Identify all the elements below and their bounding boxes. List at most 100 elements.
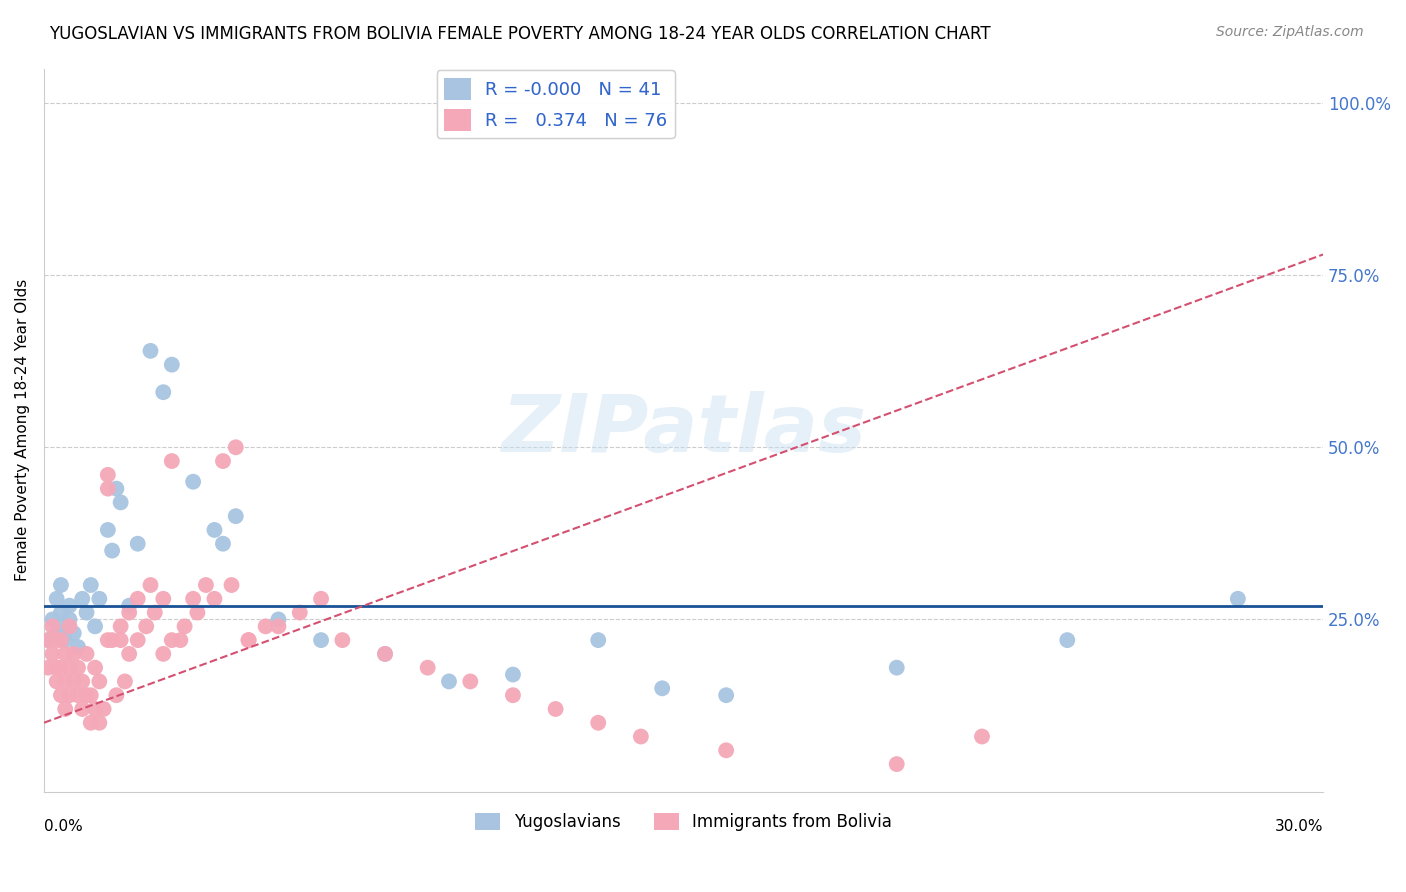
Point <box>194 578 217 592</box>
Point <box>45 661 67 675</box>
Point <box>110 633 132 648</box>
Point <box>110 495 132 509</box>
Point <box>49 578 72 592</box>
Point <box>309 633 332 648</box>
Point <box>72 674 94 689</box>
Point <box>80 688 103 702</box>
Point <box>97 467 120 482</box>
Point <box>62 674 84 689</box>
Point <box>1226 591 1249 606</box>
Point <box>62 647 84 661</box>
Point <box>127 537 149 551</box>
Point <box>49 661 72 675</box>
Point <box>41 647 63 661</box>
Point <box>118 647 141 661</box>
Point <box>502 688 524 702</box>
Point <box>181 591 204 606</box>
Point <box>458 674 481 689</box>
Text: 30.0%: 30.0% <box>1275 820 1323 834</box>
Point <box>53 702 76 716</box>
Point <box>76 647 98 661</box>
Point <box>332 633 354 648</box>
Point <box>84 661 107 675</box>
Point <box>89 674 111 689</box>
Point <box>58 688 80 702</box>
Point <box>225 509 247 524</box>
Point <box>181 475 204 489</box>
Point <box>374 647 396 661</box>
Text: YUGOSLAVIAN VS IMMIGRANTS FROM BOLIVIA FEMALE POVERTY AMONG 18-24 YEAR OLDS CORR: YUGOSLAVIAN VS IMMIGRANTS FROM BOLIVIA F… <box>49 25 991 43</box>
Point <box>118 606 141 620</box>
Point <box>267 619 290 633</box>
Point <box>97 523 120 537</box>
Point <box>152 591 174 606</box>
Point <box>714 688 737 702</box>
Point <box>66 640 89 654</box>
Point <box>630 730 652 744</box>
Point <box>160 358 183 372</box>
Point <box>267 612 290 626</box>
Point <box>105 688 128 702</box>
Point <box>45 626 67 640</box>
Point <box>37 661 59 675</box>
Point <box>66 688 89 702</box>
Point <box>143 606 166 620</box>
Point <box>152 385 174 400</box>
Point <box>76 688 98 702</box>
Point <box>114 674 136 689</box>
Y-axis label: Female Poverty Among 18-24 Year Olds: Female Poverty Among 18-24 Year Olds <box>15 279 30 582</box>
Point <box>101 633 124 648</box>
Point <box>97 633 120 648</box>
Point <box>309 591 332 606</box>
Point <box>66 661 89 675</box>
Point <box>45 674 67 689</box>
Point <box>45 591 67 606</box>
Point <box>62 626 84 640</box>
Point <box>58 661 80 675</box>
Point <box>152 647 174 661</box>
Point <box>41 619 63 633</box>
Point <box>186 606 208 620</box>
Point <box>586 715 609 730</box>
Point <box>135 619 157 633</box>
Point <box>58 619 80 633</box>
Point <box>714 743 737 757</box>
Point <box>53 674 76 689</box>
Point <box>110 619 132 633</box>
Point <box>37 633 59 648</box>
Point <box>169 633 191 648</box>
Point <box>238 633 260 648</box>
Point <box>586 633 609 648</box>
Point <box>41 612 63 626</box>
Point <box>437 674 460 689</box>
Point <box>139 578 162 592</box>
Point <box>127 633 149 648</box>
Point <box>204 591 226 606</box>
Point <box>204 523 226 537</box>
Point <box>89 715 111 730</box>
Point <box>212 454 235 468</box>
Point <box>97 482 120 496</box>
Point <box>49 633 72 648</box>
Point <box>49 606 72 620</box>
Point <box>139 343 162 358</box>
Point <box>58 612 80 626</box>
Point <box>105 482 128 496</box>
Point <box>212 537 235 551</box>
Point <box>254 619 277 633</box>
Point <box>101 543 124 558</box>
Text: Source: ZipAtlas.com: Source: ZipAtlas.com <box>1216 25 1364 39</box>
Point <box>1056 633 1078 648</box>
Point <box>127 591 149 606</box>
Point <box>502 667 524 681</box>
Point <box>84 702 107 716</box>
Point <box>886 661 908 675</box>
Point <box>72 591 94 606</box>
Point <box>225 440 247 454</box>
Point <box>173 619 195 633</box>
Point <box>160 633 183 648</box>
Point <box>80 715 103 730</box>
Point <box>80 578 103 592</box>
Point <box>970 730 993 744</box>
Point <box>118 599 141 613</box>
